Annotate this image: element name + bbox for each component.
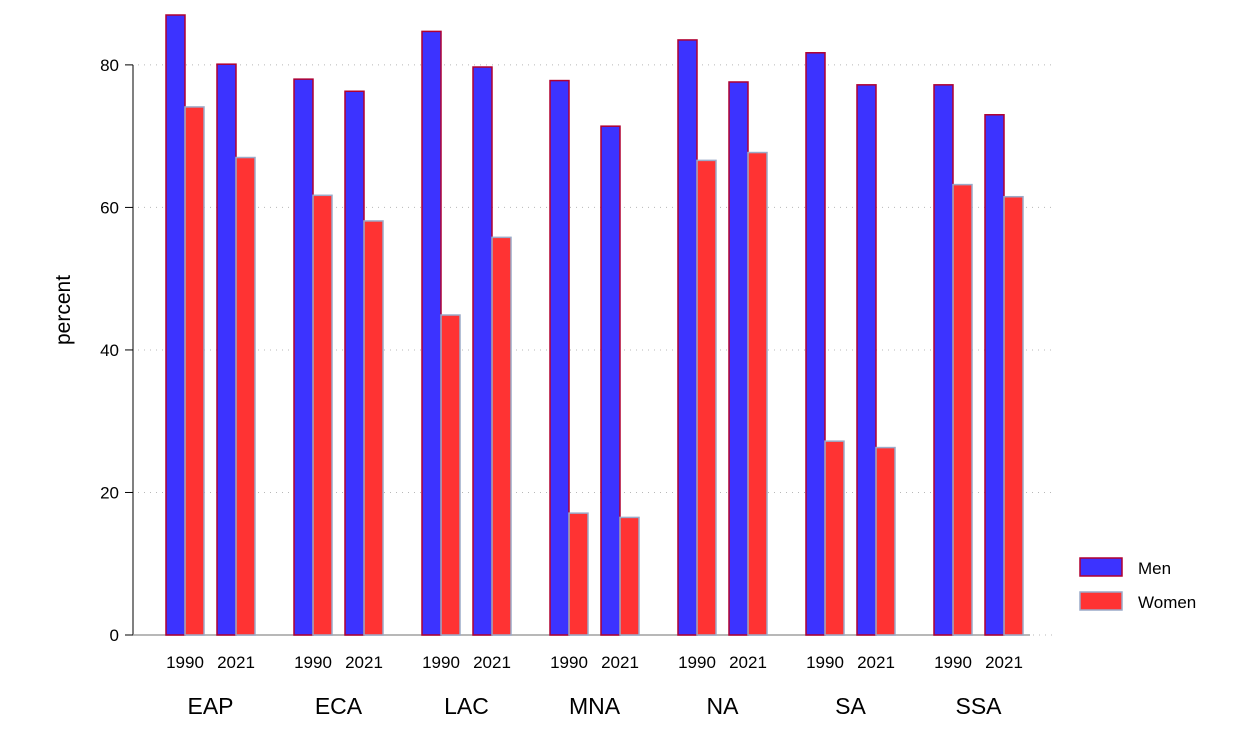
legend-swatch-women — [1079, 591, 1123, 611]
x-group-label: NA — [707, 693, 740, 719]
bar-women-na-1990 — [696, 159, 717, 636]
x-tick-label-year: 2021 — [601, 653, 639, 672]
bar-women-ssa-2021 — [1003, 195, 1024, 636]
bar-women-mna-1990 — [568, 512, 589, 636]
x-tick-label-year: 1990 — [806, 653, 844, 672]
grid-layer — [133, 64, 1055, 636]
bar-women-lac-2021 — [491, 236, 512, 636]
legend: Men Women — [1079, 557, 1196, 612]
bar-women-mna-2021 — [619, 516, 640, 636]
x-tick-label-year: 1990 — [934, 653, 972, 672]
legend-label-men: Men — [1138, 559, 1171, 578]
y-tick-label: 80 — [100, 56, 119, 75]
bar-women-eca-1990 — [312, 194, 333, 636]
bar-men-sa-2021 — [856, 84, 877, 636]
bar-women-eca-2021 — [363, 220, 384, 636]
bar-women-eap-1990 — [184, 106, 205, 636]
x-group-label: MNA — [569, 693, 621, 719]
x-group-label: SA — [835, 693, 866, 719]
y-tick-label: 40 — [100, 341, 119, 360]
x-tick-label-year: 2021 — [217, 653, 255, 672]
x-tick-label-year: 1990 — [166, 653, 204, 672]
bar-men-ssa-1990 — [933, 84, 954, 636]
legend-swatch-men — [1079, 557, 1123, 577]
bar-men-mna-2021 — [600, 125, 621, 636]
x-tick-label-year: 2021 — [985, 653, 1023, 672]
x-tick-label-year: 1990 — [678, 653, 716, 672]
bar-women-na-2021 — [747, 151, 768, 636]
bar-men-eca-1990 — [293, 78, 314, 636]
bar-women-sa-1990 — [824, 440, 845, 636]
x-group-label: SSA — [955, 693, 1002, 719]
x-tick-label-year: 2021 — [345, 653, 383, 672]
bar-men-eca-2021 — [344, 90, 365, 636]
bar-men-eap-2021 — [216, 63, 237, 636]
bar-men-ssa-2021 — [984, 114, 1005, 636]
y-tick-label: 0 — [110, 626, 119, 645]
x-tick-label-year: 2021 — [473, 653, 511, 672]
bar-men-sa-1990 — [805, 52, 826, 636]
bar-women-ssa-1990 — [952, 183, 973, 636]
x-tick-label-year: 2021 — [857, 653, 895, 672]
x-tick-label-year: 1990 — [294, 653, 332, 672]
legend-label-women: Women — [1138, 593, 1196, 612]
x-tick-label-year: 1990 — [550, 653, 588, 672]
bar-women-lac-1990 — [440, 314, 461, 636]
x-group-label: ECA — [315, 693, 363, 719]
bar-men-eap-1990 — [165, 14, 186, 636]
bar-women-eap-2021 — [235, 156, 256, 636]
x-group-label: LAC — [444, 693, 489, 719]
bar-men-na-1990 — [677, 39, 698, 636]
y-tick-label: 20 — [100, 483, 119, 502]
x-tick-label-year: 1990 — [422, 653, 460, 672]
bar-men-na-2021 — [728, 81, 749, 636]
x-tick-label-year: 2021 — [729, 653, 767, 672]
x-axis-labels: 1990 2021 EAP 1990 2021 ECA 1990 2021 LAC 1990 202… — [166, 653, 1023, 719]
y-axis-label: percent — [52, 275, 75, 345]
bar-men-lac-2021 — [472, 66, 493, 636]
x-group-label: EAP — [187, 693, 233, 719]
bar-men-mna-1990 — [549, 79, 570, 636]
bar-women-sa-2021 — [875, 446, 896, 636]
bars — [165, 14, 1024, 636]
y-tick-label: 60 — [100, 198, 119, 217]
bar-men-lac-1990 — [421, 30, 442, 636]
